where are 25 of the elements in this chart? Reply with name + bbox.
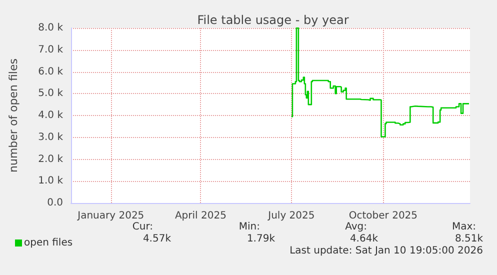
y-tick-label: 1.0 k [38,176,64,187]
x-tick-label: January 2025 [76,210,144,222]
y-tick-label: 7.0 k [38,44,64,56]
text: Avg: [345,222,367,232]
text: Cur: [132,222,153,232]
text: 4.64k [350,234,378,244]
legend-label: open files [24,238,73,248]
y-tick-label: 0.0 [47,198,63,208]
x-tick-label: July 2025 [267,210,315,222]
y-axis-title: number of open files [7,58,20,172]
y-tick-label: 8.0 k [38,22,64,34]
y-tick-label: 3.0 k [38,132,64,143]
x-tick-label: April 2025 [174,210,226,222]
text: Last update: Sat Jan 10 19:05:00 2026 [290,246,483,256]
y-tick-label: 6.0 k [38,66,64,78]
chart-title: File table usage - by year [197,13,349,27]
text: Max: [452,222,476,232]
y-tick-label: 5.0 k [38,88,64,100]
y-tick-label: 4.0 k [38,110,64,121]
text: 1.79k [246,234,276,244]
x-tick-label: October 2025 [348,210,418,222]
y-tick-label: 2.0 k [38,154,64,165]
text: 8.51k [454,234,484,244]
text: Min: [238,222,260,232]
text: 4.57k [142,234,172,244]
